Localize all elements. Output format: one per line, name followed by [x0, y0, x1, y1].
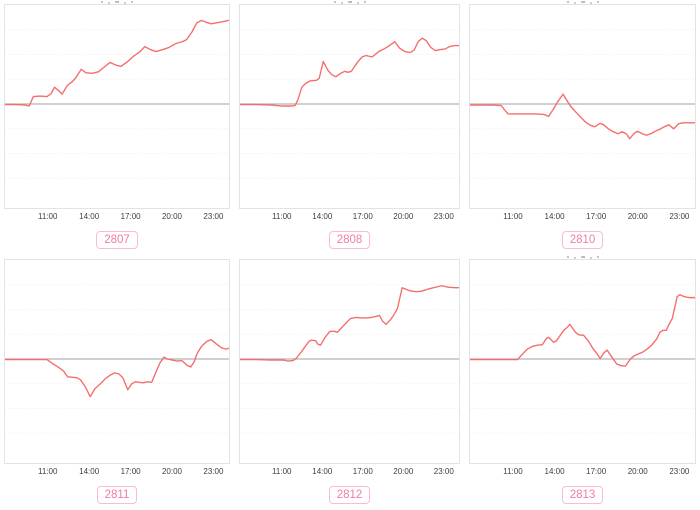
x-tick-label: 20:00	[627, 212, 648, 221]
plot-area-2812[interactable]	[239, 259, 460, 464]
x-tick-label: 14:00	[312, 467, 333, 476]
line-chart-svg	[470, 284, 695, 434]
x-axis-2808: 11:00 14:00 17:00 20:00 23:00	[239, 210, 460, 224]
plot-area-2813[interactable]	[469, 259, 696, 464]
badge-row: 2811	[4, 479, 230, 510]
x-tick-label: 11:00	[38, 467, 58, 476]
x-tick-label: 11:00	[272, 212, 292, 221]
x-tick-label: 11:00	[272, 467, 292, 476]
plot-area-2810[interactable]	[469, 4, 696, 209]
x-tick-label: 14:00	[544, 467, 565, 476]
x-tick-label: 23:00	[669, 467, 690, 476]
x-tick-label: 20:00	[161, 467, 183, 476]
x-axis-2813: 11:00 14:00 17:00 20:00 23:00	[469, 465, 696, 479]
x-tick-label: 17:00	[120, 212, 141, 221]
plot-area-2807[interactable]	[4, 4, 230, 209]
badge-row: 2810	[469, 224, 696, 255]
badge-row: 2812	[239, 479, 460, 510]
chart-card-2812: 11:00 14:00 17:00 20:00 23:00 2812	[239, 255, 460, 510]
x-tick-label: 20:00	[393, 467, 414, 476]
x-tick-label: 23:00	[433, 212, 454, 221]
chart-card-2813: 11:00 14:00 17:00 20:00 23:00 2813	[469, 255, 696, 510]
clipped-chart-title	[469, 0, 696, 4]
chart-card-2808: 11:00 14:00 17:00 20:00 23:00 2808	[239, 0, 460, 255]
x-tick-label: 17:00	[120, 467, 141, 476]
badge-row: 2813	[469, 479, 696, 510]
line-chart-svg	[240, 29, 459, 179]
series-line	[240, 37, 459, 107]
x-tick-label: 11:00	[503, 467, 523, 476]
chart-id-badge-2808[interactable]: 2808	[328, 231, 371, 249]
x-tick-label: 14:00	[544, 212, 565, 221]
x-tick-label: 11:00	[38, 212, 58, 221]
x-tick-label: 20:00	[627, 467, 648, 476]
series-line	[470, 93, 695, 140]
chart-id-badge-2812[interactable]: 2812	[328, 486, 371, 504]
x-tick-label: 17:00	[352, 467, 373, 476]
x-tick-label: 14:00	[79, 467, 100, 476]
x-tick-label: 11:00	[503, 212, 523, 221]
plot-area-2811[interactable]	[4, 259, 230, 464]
chart-card-2807: 11:00 14:00 17:00 20:00 23:00 2807	[4, 0, 230, 255]
line-chart-svg	[470, 29, 695, 179]
x-tick-label: 23:00	[433, 467, 454, 476]
clipped-chart-title	[239, 0, 460, 4]
x-tick-label: 14:00	[312, 212, 333, 221]
x-tick-label: 14:00	[79, 212, 100, 221]
x-tick-label: 20:00	[393, 212, 414, 221]
chart-id-badge-2807[interactable]: 2807	[96, 231, 138, 249]
series-line	[5, 19, 229, 107]
x-tick-label: 17:00	[586, 467, 607, 476]
x-tick-label: 17:00	[586, 212, 607, 221]
chart-card-2811: 11:00 14:00 17:00 20:00 23:00 2811	[4, 255, 230, 510]
x-tick-label: 23:00	[203, 467, 224, 476]
x-axis-2811: 11:00 14:00 17:00 20:00 23:00	[4, 465, 230, 479]
chart-id-badge-2811[interactable]: 2811	[96, 486, 138, 504]
line-chart-svg	[240, 284, 459, 434]
series-line	[470, 293, 695, 367]
plot-area-2808[interactable]	[239, 4, 460, 209]
x-tick-label: 17:00	[352, 212, 373, 221]
clipped-chart-title	[4, 0, 230, 4]
clipped-chart-title	[469, 255, 696, 259]
chart-card-2810: 11:00 14:00 17:00 20:00 23:00 2810	[469, 0, 696, 255]
x-axis-2810: 11:00 14:00 17:00 20:00 23:00	[469, 210, 696, 224]
line-chart-svg	[5, 284, 229, 434]
chart-id-badge-2810[interactable]: 2810	[561, 231, 604, 249]
series-line	[5, 339, 229, 398]
x-axis-2807: 11:00 14:00 17:00 20:00 23:00	[4, 210, 230, 224]
line-chart-svg	[5, 19, 229, 179]
badge-row: 2808	[239, 224, 460, 255]
x-tick-label: 23:00	[203, 212, 224, 221]
x-axis-2812: 11:00 14:00 17:00 20:00 23:00	[239, 465, 460, 479]
badge-row: 2807	[4, 224, 230, 255]
x-tick-label: 20:00	[161, 212, 183, 221]
x-tick-label: 23:00	[669, 212, 690, 221]
chart-id-badge-2813[interactable]: 2813	[561, 486, 604, 504]
series-line	[240, 285, 459, 362]
